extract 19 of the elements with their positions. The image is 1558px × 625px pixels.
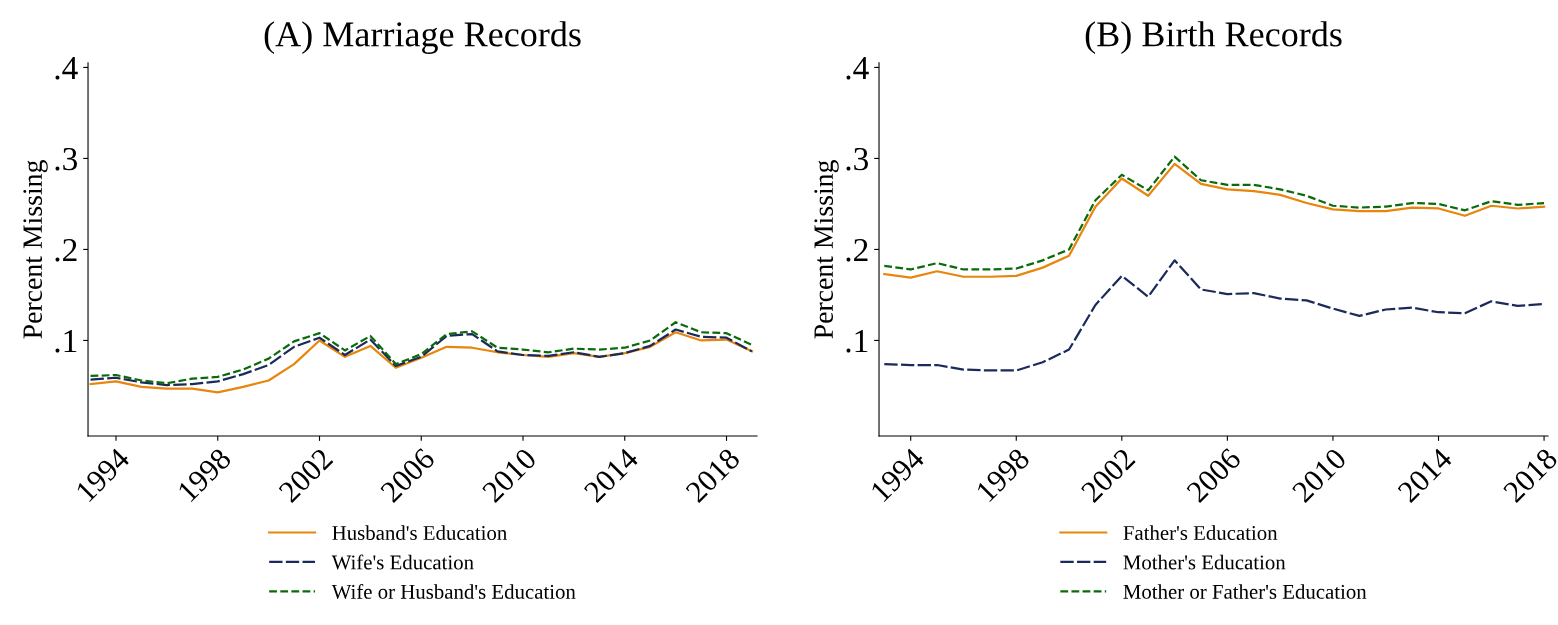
y-tick-label: .2 [846, 238, 868, 262]
legend-label: Mother or Father's Education [1123, 584, 1367, 599]
line-series [89, 331, 754, 394]
legend-label: Wife's Education [331, 554, 474, 570]
y-axis-title: Percent Missing [814, 160, 839, 339]
y-tick-label: .3 [846, 147, 868, 171]
y-tick-label: .1 [55, 330, 77, 353]
legend-label: Husband's Education [332, 525, 507, 540]
legend-label: Mother's Education [1123, 554, 1286, 570]
chart-title: (A) Marriage Records [264, 21, 581, 54]
chart-title: (B) Birth Records [1085, 21, 1342, 54]
y-tick-label: .1 [846, 330, 868, 353]
y-tick-label: .2 [55, 238, 77, 262]
y-tick-label: .4 [55, 57, 78, 80]
y-tick-label: .4 [846, 57, 869, 80]
y-tick-label: .3 [55, 147, 77, 171]
y-axis-title: Percent Missing [23, 160, 48, 339]
legend-label: Wife or Husband's Education [331, 584, 576, 599]
legend-label: Father's Education [1123, 525, 1278, 540]
